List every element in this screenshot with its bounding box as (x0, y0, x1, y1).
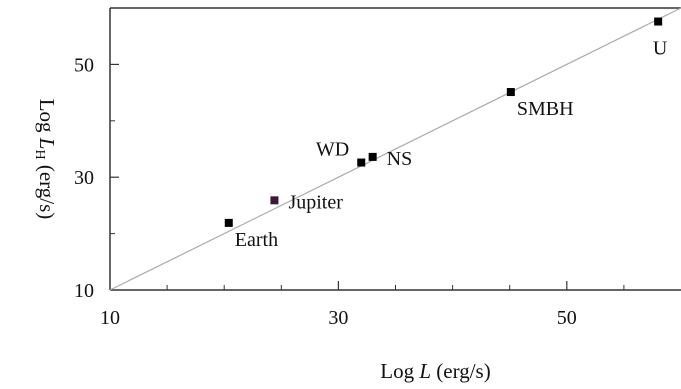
data-point (270, 196, 279, 205)
point-label: U (653, 38, 668, 60)
y-tick-label: 30 (74, 167, 94, 189)
point-label: Earth (235, 229, 278, 251)
reference-line-layer (109, 7, 681, 291)
ticks-layer: 10 30 50 10 30 50 (74, 54, 625, 329)
y-axis-title-prefix: Log (35, 99, 59, 138)
y-axis-title: Log LH (erg/s) (32, 99, 59, 220)
x-axis-title-var: L (418, 359, 431, 383)
data-point (506, 88, 515, 97)
data-point (357, 158, 366, 167)
point-label: Jupiter (288, 191, 343, 213)
data-point (654, 17, 663, 26)
y-tick-label: 10 (74, 280, 94, 302)
x-tick-label: 30 (328, 307, 348, 329)
labels-layer: Earth Jupiter WD NS SMBH U (235, 38, 668, 251)
x-axis-title: Log L (erg/s) (380, 359, 490, 383)
x-axis-title-prefix: Log (380, 359, 419, 383)
data-point (224, 218, 233, 227)
y-tick-label: 50 (74, 54, 94, 76)
x-tick-label: 50 (557, 307, 577, 329)
y-axis-title-suffix: (erg/s) (35, 160, 59, 220)
y-axis-title-var: L (35, 137, 59, 150)
x-axis-title-suffix: (erg/s) (431, 359, 491, 383)
y-axis-title-sub: H (32, 149, 47, 159)
point-label: SMBH (517, 98, 574, 120)
data-point (368, 152, 377, 161)
x-tick-label: 10 (100, 307, 120, 329)
reference-line (109, 7, 681, 291)
point-label: NS (387, 148, 413, 170)
point-label: WD (316, 139, 349, 161)
points-layer (224, 17, 663, 227)
